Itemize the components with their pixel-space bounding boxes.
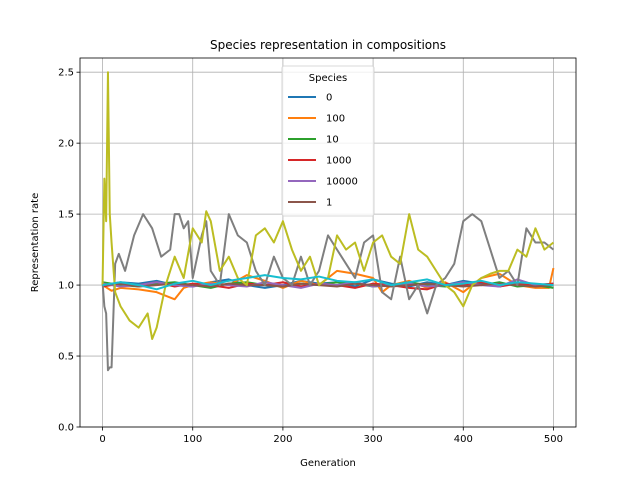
y-tick-label: 0.0: [58, 423, 74, 434]
x-tick-label: 300: [364, 434, 383, 445]
y-tick-label: 2.5: [58, 68, 74, 79]
x-tick-label: 100: [183, 434, 202, 445]
y-tick-label: 1.5: [58, 210, 74, 221]
legend-title: Species: [309, 73, 348, 84]
legend-entry: 100: [326, 114, 345, 125]
legend-entry: 10: [326, 135, 339, 146]
x-tick-label: 200: [273, 434, 292, 445]
series-layer: [101, 71, 555, 372]
x-axis-label: Generation: [300, 458, 356, 469]
series-line: [101, 213, 555, 372]
plot-frame: [79, 57, 577, 428]
legend-entry: 10000: [326, 177, 358, 188]
y-tick-label: 1.0: [58, 281, 74, 292]
legend-entry: 1000: [326, 156, 351, 167]
legend-box: [281, 65, 375, 217]
y-tick-label: 0.5: [58, 352, 74, 363]
x-tick-label: 0: [99, 434, 105, 445]
series-line: [102, 274, 554, 291]
legend-entry: 0: [326, 93, 332, 104]
x-tick-label: 500: [544, 434, 563, 445]
legend-entry: 1: [326, 198, 332, 209]
chart-title: Species representation in compositions: [210, 38, 446, 52]
y-axis-label: Representation rate: [30, 193, 41, 292]
legend: Species 0 100 10 1000 10000 1: [281, 65, 375, 217]
y-tick-label: 2.0: [58, 139, 74, 150]
series-line: [101, 71, 555, 341]
x-tick-label: 400: [454, 434, 473, 445]
